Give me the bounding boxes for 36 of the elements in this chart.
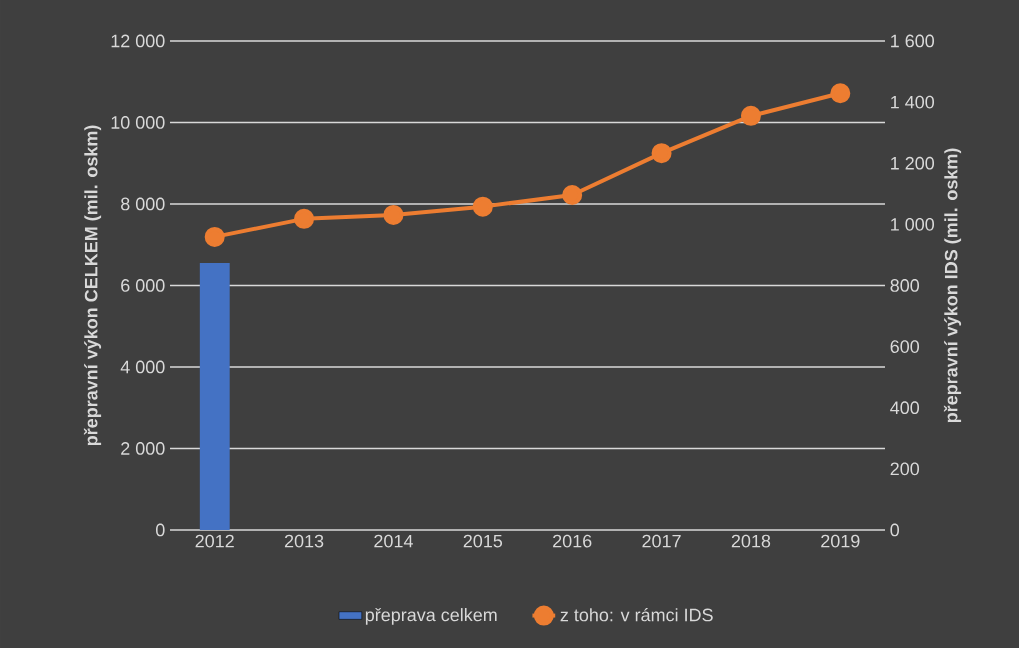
legend-label: z toho: v rámci IDS — [560, 607, 713, 622]
y-tick-label: 0 — [156, 523, 165, 537]
legend-label: přeprava celkem — [365, 608, 497, 625]
y2-tick-label: 1 400 — [891, 95, 935, 109]
point — [830, 83, 851, 104]
y2-tick-label: 400 — [890, 401, 920, 415]
y-tick-label: 4 000 — [120, 360, 165, 374]
point — [651, 143, 672, 164]
x-tick-label: 2012 — [195, 534, 234, 548]
y-tick-label: 10 000 — [111, 116, 165, 129]
y-tick-label: 2 000 — [121, 442, 165, 455]
point — [472, 196, 493, 217]
x-tick-label: 2016 — [553, 534, 592, 548]
point — [204, 226, 225, 247]
y2-tick-label: 1 600 — [891, 34, 935, 48]
y2-axis-title: přepravní výkon IDS (mil. oskm) — [943, 148, 962, 423]
x-tick-label: 2014 — [374, 534, 413, 548]
y2-tick-label: 1 200 — [891, 156, 935, 170]
y2-tick-label: 200 — [890, 462, 920, 476]
x-tick-label: 2015 — [463, 534, 503, 548]
x-tick-label: 2013 — [284, 534, 324, 548]
y-axis-title: přepravní výkon CELKEM (mil. oskm) — [83, 125, 102, 446]
point — [294, 208, 315, 229]
y2-tick-label: 600 — [890, 340, 920, 353]
point — [562, 185, 583, 206]
point — [383, 204, 404, 225]
point — [740, 105, 761, 126]
y2-tick-label: 0 — [890, 523, 900, 537]
x-tick-label: 2019 — [821, 534, 860, 548]
y2-tick-label: 800 — [890, 279, 920, 292]
y-tick-label: 6 000 — [121, 279, 165, 292]
x-tick-label: 2018 — [731, 534, 771, 548]
x-tick-label: 2017 — [642, 534, 681, 548]
y-tick-label: 8 000 — [121, 197, 165, 211]
y-tick-label: 12 000 — [111, 34, 165, 48]
y2-tick-label: 1 000 — [891, 217, 935, 231]
